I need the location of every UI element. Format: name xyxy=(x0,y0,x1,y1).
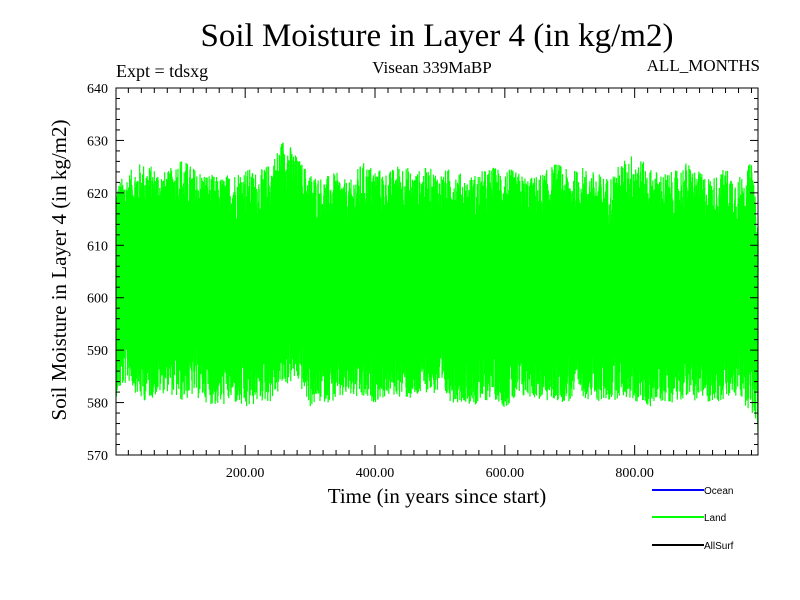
x-tick-label: 200.00 xyxy=(226,466,265,481)
legend-item-ocean: Ocean xyxy=(652,486,733,497)
legend-item-land: Land xyxy=(652,513,726,524)
y-axis-ticks: 570 580 590 600 610 620 630 640 xyxy=(87,82,758,464)
x-tick-label: 600.00 xyxy=(486,466,525,481)
y-tick-label: 640 xyxy=(87,82,108,97)
expt-label: Expt = tdsxg xyxy=(116,61,208,81)
y-tick-label: 590 xyxy=(87,344,108,359)
y-tick-label: 580 xyxy=(87,397,108,412)
months-label: ALL_MONTHS xyxy=(647,56,760,75)
land-series-line xyxy=(115,142,759,432)
legend-label-allsurf: AllSurf xyxy=(704,541,734,552)
y-tick-label: 570 xyxy=(87,449,108,464)
x-tick-label: 400.00 xyxy=(356,466,395,481)
legend-item-allsurf: AllSurf xyxy=(652,541,734,552)
land-series xyxy=(115,142,759,432)
x-axis-ticks: 200.00 400.00 600.00 800.00 xyxy=(127,88,753,481)
y-tick-label: 600 xyxy=(87,292,108,307)
y-tick-label: 620 xyxy=(87,187,108,202)
legend: Ocean Land AllSurf xyxy=(652,486,734,552)
y-tick-label: 610 xyxy=(87,239,108,254)
y-axis-label: Soil Moisture in Layer 4 (in kg/m2) xyxy=(47,120,71,421)
legend-label-ocean: Ocean xyxy=(704,486,733,497)
x-tick-label: 800.00 xyxy=(615,466,654,481)
x-axis-label: Time (in years since start) xyxy=(328,484,547,508)
chart-title: Soil Moisture in Layer 4 (in kg/m2) xyxy=(201,18,674,54)
chart-subtitle: Visean 339MaBP xyxy=(372,58,491,77)
legend-label-land: Land xyxy=(704,513,726,524)
plot-frame xyxy=(115,87,759,456)
y-tick-label: 630 xyxy=(87,134,108,149)
plot-area: 570 580 590 600 610 620 630 640 200.00 400.00 600… xyxy=(87,82,759,481)
